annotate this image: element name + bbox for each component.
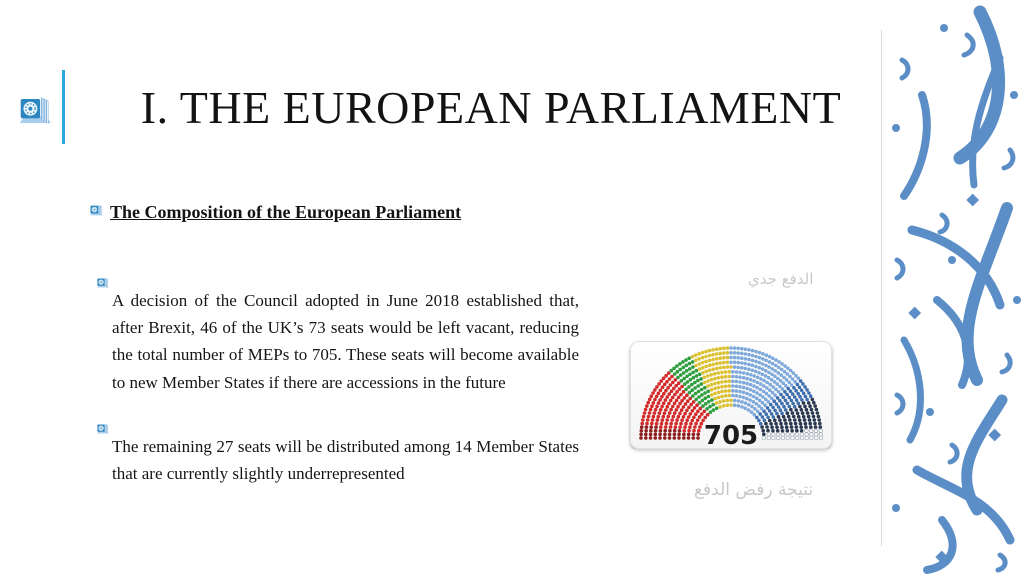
chart-reflection-fade [626,449,836,479]
hemicycle-svg: 705 [639,346,824,448]
eu-parliament-logo-icon [17,92,54,130]
section-heading-label: The Composition of the European Parliame… [110,202,462,222]
building-bullet-icon [95,276,111,290]
page-title: I. THE EUROPEAN PARLIAMENT [140,82,842,133]
arabic-watermark-top: الدفع جدي [748,270,814,288]
arabic-watermark-bottom: نتيجة رفض الدفع [694,480,814,500]
building-bullet-icon [88,203,105,218]
chart-card: 705 [630,341,832,449]
building-bullet-icon [95,422,111,436]
accent-divider-line [62,70,65,144]
bullet-paragraph-1: A decision of the Council adopted in Jun… [112,291,579,392]
svg-text:705: 705 [704,421,758,448]
calligraphy-art [892,5,1021,574]
bullet-paragraph-2: The remaining 27 seats will be distribut… [112,437,579,484]
strip-left-border [881,30,882,546]
arabic-calligraphy-decoration [882,0,1024,576]
section-heading: The Composition of the European Parliame… [88,201,461,223]
